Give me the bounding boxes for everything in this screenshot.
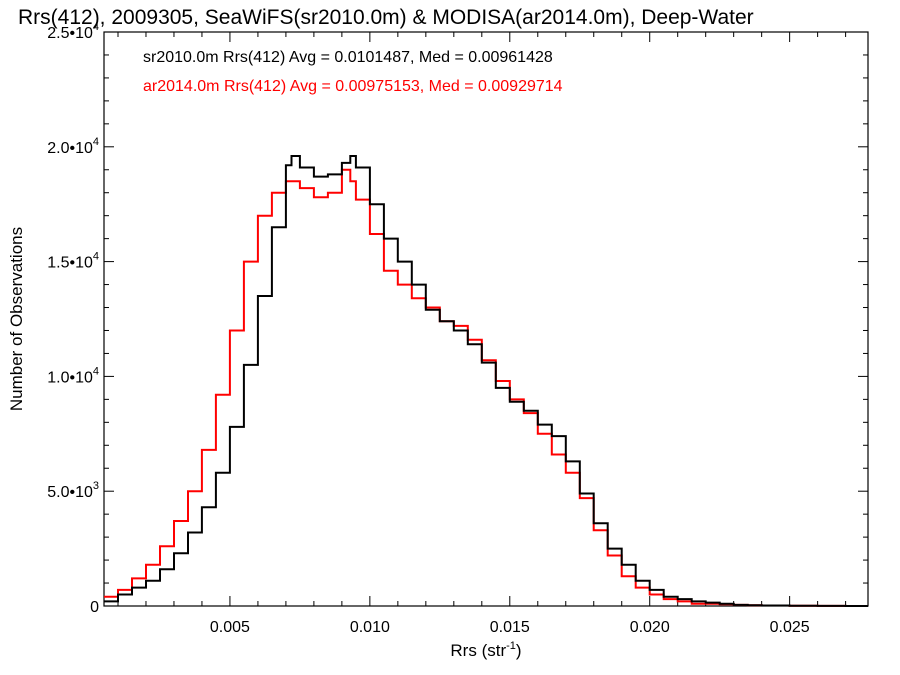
y-axis-ticks: 0 5.0•103 1.0•104 1.5•104 2.0•104 2.5•104 <box>47 21 868 616</box>
y-tick-label: 1.0•104 <box>47 365 99 386</box>
plot-frame <box>103 31 869 607</box>
y-tick-label: 0 <box>90 599 99 616</box>
y-tick-label: 2.0•104 <box>47 136 99 157</box>
legend-entry-0: sr2010.0m Rrs(412) Avg = 0.0101487, Med … <box>143 49 553 66</box>
series-lines <box>104 155 868 607</box>
x-tick-label: 0.025 <box>770 619 810 636</box>
x-axis-ticks: 0.005 0.010 0.015 0.020 0.025 <box>117 32 847 636</box>
x-tick-label: 0.020 <box>630 619 670 636</box>
y-tick-label: 1.5•104 <box>47 251 99 272</box>
chart-title: Rrs(412), 2009305, SeaWiFS(sr2010.0m) & … <box>18 6 754 29</box>
series-line-1 <box>104 168 868 607</box>
series-line-0 <box>104 155 868 607</box>
legend-entry-1: ar2014.0m Rrs(412) Avg = 0.00975153, Med… <box>143 78 563 95</box>
y-tick-label: 2.5•104 <box>47 21 99 42</box>
x-axis-label: Rrs (str-1) <box>450 640 521 660</box>
legend: sr2010.0m Rrs(412) Avg = 0.0101487, Med … <box>143 49 563 95</box>
y-axis-label: Number of Observations <box>7 227 26 411</box>
x-tick-label: 0.005 <box>210 619 250 636</box>
x-tick-label: 0.015 <box>490 619 530 636</box>
x-tick-label: 0.010 <box>350 619 390 636</box>
y-tick-label: 5.0•103 <box>47 480 99 501</box>
